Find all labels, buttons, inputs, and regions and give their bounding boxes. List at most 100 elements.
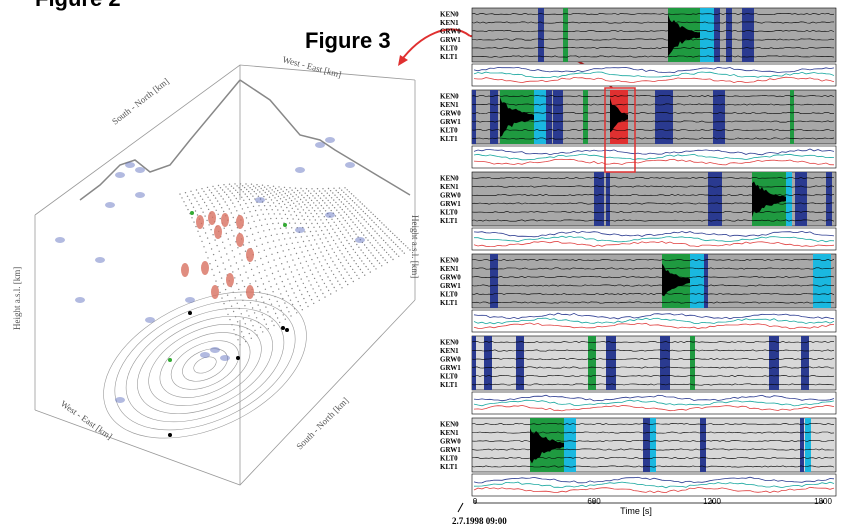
mesh-dot (249, 187, 250, 188)
mesh-dot (185, 192, 186, 193)
mesh-dot (345, 281, 346, 282)
mesh-dot (347, 208, 348, 209)
mesh-dot (353, 260, 354, 261)
mesh-dot (250, 302, 251, 303)
mesh-dot (314, 239, 315, 240)
mesh-dot (324, 246, 325, 247)
mesh-dot (254, 240, 255, 241)
mesh-dot (306, 223, 307, 224)
mesh-dot (268, 191, 269, 192)
green-station (168, 358, 172, 362)
station-label: KEN1 (440, 101, 459, 109)
mesh-dot (287, 195, 288, 196)
mesh-dot (255, 260, 256, 261)
event-window (700, 418, 706, 472)
mesh-dot (321, 193, 322, 194)
mesh-dot (384, 233, 385, 234)
mesh-dot (204, 202, 205, 203)
mesh-dot (187, 209, 188, 210)
mesh-dot (249, 333, 250, 334)
mesh-dot (391, 239, 392, 240)
mesh-dot (203, 227, 204, 228)
mesh-dot (227, 188, 228, 189)
mesh-dot (365, 213, 366, 214)
mesh-dot (296, 253, 297, 254)
event-window (650, 418, 656, 472)
mesh-dot (394, 251, 395, 252)
mesh-dot (346, 260, 347, 261)
mesh-dot (308, 202, 309, 203)
mesh-dot (318, 234, 319, 235)
mesh-dot (220, 196, 221, 197)
mesh-dot (331, 210, 332, 211)
station-label: GRW0 (440, 28, 461, 36)
station-label: KLT1 (440, 299, 458, 307)
mesh-dot (294, 248, 295, 249)
mesh-dot (206, 205, 207, 206)
mesh-dot (353, 281, 354, 282)
mesh-dot (274, 197, 275, 198)
mesh-dot (225, 289, 226, 290)
mesh-dot (390, 256, 391, 257)
mesh-dot (320, 219, 321, 220)
mesh-dot (291, 227, 292, 228)
mesh-dot (189, 199, 190, 200)
mesh-dot (335, 277, 336, 278)
mesh-dot (260, 238, 261, 239)
mesh-dot (255, 280, 256, 281)
mesh-dot (249, 199, 250, 200)
mesh-dot (258, 304, 259, 305)
mesh-dot (230, 199, 231, 200)
mesh-dot (392, 233, 393, 234)
mesh-dot (307, 291, 308, 292)
mesh-dot (367, 230, 368, 231)
mesh-dot (359, 229, 360, 230)
event-window (538, 8, 544, 62)
mesh-dot (279, 203, 280, 204)
station-label: KLT0 (440, 373, 458, 381)
mesh-dot (209, 243, 210, 244)
mesh-dot (344, 256, 345, 257)
mesh-dot (199, 236, 200, 237)
mesh-dot (283, 268, 284, 269)
station-label: GRW0 (440, 356, 461, 364)
mesh-dot (249, 211, 250, 212)
mesh-dot (319, 300, 320, 301)
mesh-dot (258, 252, 259, 253)
mesh-dot (329, 245, 330, 246)
mesh-dot (221, 277, 222, 278)
red-event (246, 248, 254, 262)
mesh-dot (244, 187, 245, 188)
mesh-dot (275, 265, 276, 266)
mesh-dot (299, 247, 300, 248)
mesh-dot (246, 189, 247, 190)
mesh-dot (367, 258, 368, 259)
event-window (826, 172, 832, 226)
event-window (713, 90, 725, 144)
blue-event (295, 167, 305, 173)
mesh-dot (289, 266, 290, 267)
mesh-dot (300, 305, 301, 306)
mesh-dot (263, 283, 264, 284)
mesh-dot (348, 243, 349, 244)
mesh-dot (234, 277, 235, 278)
mesh-dot (300, 263, 301, 264)
mesh-dot (296, 269, 297, 270)
mesh-dot (303, 283, 304, 284)
mesh-dot (338, 192, 339, 193)
mesh-dot (297, 242, 298, 243)
mesh-dot (319, 190, 320, 191)
mesh-dot (200, 196, 201, 197)
mesh-dot (223, 184, 224, 185)
black-station (285, 328, 289, 332)
mesh-dot (327, 276, 328, 277)
mesh-dot (379, 220, 380, 221)
time-axis-label: Time [s] (620, 506, 652, 516)
mesh-dot (195, 226, 196, 227)
mesh-dot (278, 196, 279, 197)
mesh-dot (285, 319, 286, 320)
mesh-dot (282, 281, 283, 282)
mesh-dot (349, 254, 350, 255)
mesh-dot (338, 228, 339, 229)
feature-strip (472, 146, 836, 168)
